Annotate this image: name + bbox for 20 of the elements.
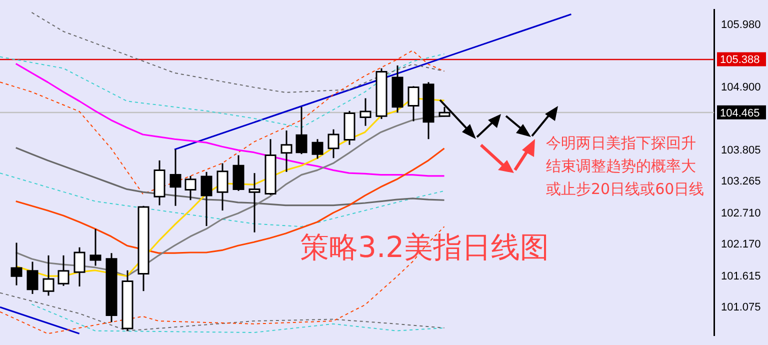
line-series (0, 53, 445, 128)
line-series (0, 172, 445, 228)
line-series (0, 292, 445, 332)
line-series (31, 304, 445, 334)
y-tick-label: 101.075 (721, 302, 761, 314)
y-tick-label: 103.265 (721, 175, 761, 188)
y-tick-label: 104.900 (721, 81, 761, 94)
y-tick-label: 103.805 (721, 144, 761, 156)
annotation: 或止步20日线或60日线 (546, 179, 704, 200)
annotation: 今明两日美指下探回升 (546, 133, 697, 154)
y-tick-label: 105.980 (721, 19, 761, 32)
y-tick-label: 102.710 (721, 207, 761, 220)
ref-line-label: 104.465 (720, 107, 760, 120)
line-series (0, 50, 445, 194)
y-tick-label: 101.615 (721, 270, 761, 282)
y-tick-label: 102.170 (721, 238, 761, 250)
ref-line-label: 105.388 (720, 54, 760, 66)
annotation: 结束调整趋势的概率大 (546, 156, 697, 177)
line-series (31, 12, 445, 93)
text: 策略3.2美指日线图 (300, 229, 550, 266)
